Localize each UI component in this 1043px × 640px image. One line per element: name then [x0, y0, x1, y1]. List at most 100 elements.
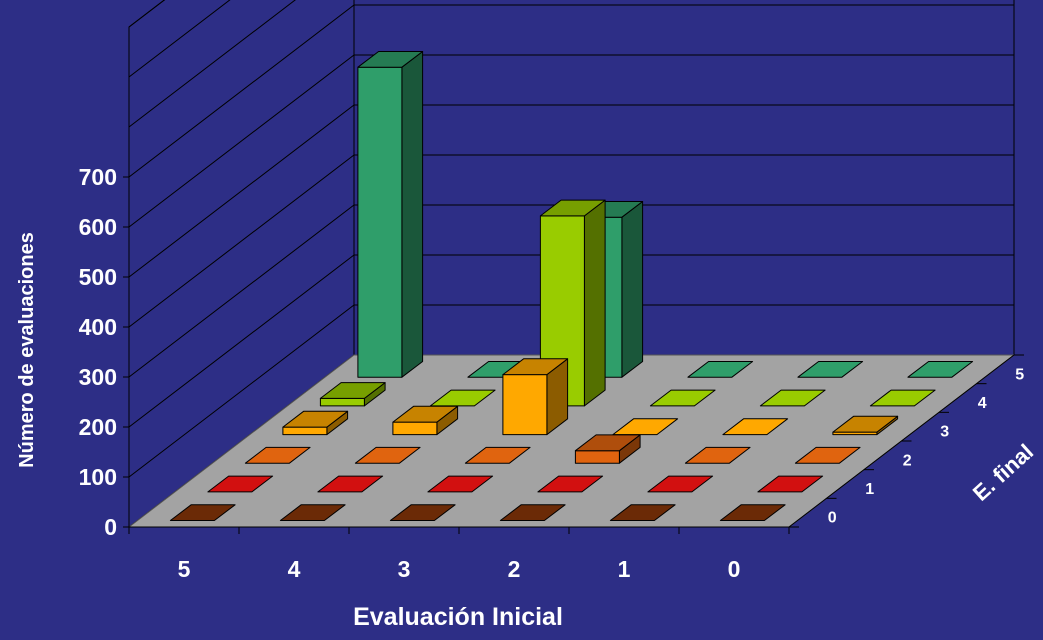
- x-tick-label: 2: [508, 556, 521, 582]
- bar-base: [649, 389, 716, 407]
- bar-base: [609, 504, 676, 521]
- bar-base: [759, 389, 826, 407]
- bar-1-3: [427, 475, 494, 493]
- bar-2-4: [354, 446, 421, 464]
- bar-top: [282, 410, 349, 428]
- y-axis-title: Número de evaluaciones: [16, 232, 38, 468]
- bar-4-4: [429, 389, 496, 407]
- bar-front: [574, 450, 620, 464]
- bar-front: [282, 426, 328, 436]
- bar-5-5: [357, 51, 424, 378]
- gridline: [128, 104, 1014, 278]
- bar-5-2: [687, 361, 754, 378]
- bar-1-5: [207, 475, 274, 493]
- gridline: [128, 54, 1014, 228]
- gridline: [128, 0, 231, 78]
- bar-front: [392, 421, 438, 436]
- bar-base: [169, 504, 236, 521]
- bar-1-2: [537, 475, 604, 493]
- bar-3-4: [392, 405, 459, 436]
- depth-axis-title: E. final: [968, 439, 1038, 506]
- bar-base: [612, 418, 679, 436]
- gridline: [128, 154, 1014, 328]
- bar-2-1: [684, 446, 751, 464]
- bar-0-1: [609, 504, 676, 521]
- y-tick-label: 400: [79, 314, 117, 340]
- bar-base: [354, 446, 421, 464]
- bar-5-1: [797, 361, 864, 378]
- depth-tick-label: 4: [978, 395, 987, 412]
- x-tick-label: 1: [618, 556, 631, 582]
- bar-4-5: [319, 382, 386, 407]
- bar-top: [319, 382, 386, 399]
- bar-3-0: [832, 415, 899, 436]
- x-axis-title: Evaluación Inicial: [353, 603, 563, 631]
- gridline: [128, 254, 1014, 428]
- back-wall: [353, 0, 1015, 356]
- gridline: [128, 4, 1014, 178]
- bar-2-2: [574, 434, 641, 464]
- bar-top: [392, 405, 459, 423]
- bar-front: [319, 397, 365, 407]
- depth-tick-label: 2: [903, 452, 912, 469]
- depth-tick-label: 3: [940, 424, 949, 441]
- bar-0-0: [719, 504, 786, 521]
- bar-0-2: [499, 504, 566, 521]
- y-tick-label: 700: [79, 164, 117, 190]
- bar-3-2: [612, 418, 679, 436]
- bar-base: [207, 475, 274, 493]
- bar-base: [684, 446, 751, 464]
- bar-base: [244, 446, 311, 464]
- bar-base: [794, 446, 861, 464]
- bar-1-4: [317, 475, 384, 493]
- x-tick-label: 0: [728, 556, 741, 582]
- bar-2-5: [244, 446, 311, 464]
- bar-top: [502, 358, 569, 376]
- bar-top: [574, 434, 641, 452]
- bar-base: [279, 504, 346, 521]
- gridline: [128, 0, 296, 128]
- bar-base: [537, 475, 604, 493]
- bar-0-3: [389, 504, 456, 521]
- y-tick-label: 300: [79, 364, 117, 390]
- gridline: [128, 0, 166, 28]
- y-tick-label: 500: [79, 264, 117, 290]
- bar-3-3: [502, 358, 569, 436]
- bar-side: [621, 201, 644, 378]
- gridline: [128, 304, 1014, 478]
- bar-base: [757, 475, 824, 493]
- bar-base: [464, 446, 531, 464]
- bar-5-0: [907, 361, 974, 378]
- bar-3-5: [282, 410, 349, 436]
- bar-base: [647, 475, 714, 493]
- bar-2-3: [464, 446, 531, 464]
- y-tick-label: 200: [79, 414, 117, 440]
- y-tick-label: 100: [79, 464, 117, 490]
- bar-base: [317, 475, 384, 493]
- bar-top: [832, 415, 899, 433]
- x-tick-label: 5: [178, 556, 191, 582]
- bar-0-4: [279, 504, 346, 521]
- gridline: [128, 204, 1014, 378]
- bar-base: [869, 389, 936, 407]
- bar-3-1: [722, 418, 789, 436]
- bar-top: [539, 199, 606, 217]
- bar-2-0: [794, 446, 861, 464]
- bar-base: [907, 361, 974, 378]
- bar-base: [719, 504, 786, 521]
- x-tick-label: 3: [398, 556, 411, 582]
- bar-base: [722, 418, 789, 436]
- bar-0-5: [169, 504, 236, 521]
- bar-top: [357, 51, 424, 68]
- bar-front: [357, 66, 403, 378]
- bar-base: [499, 504, 566, 521]
- bar-base: [797, 361, 864, 378]
- y-tick-label: 600: [79, 214, 117, 240]
- bar-4-2: [649, 389, 716, 407]
- bar-1-1: [647, 475, 714, 493]
- y-tick-label: 0: [104, 514, 117, 540]
- bar-4-0: [869, 389, 936, 407]
